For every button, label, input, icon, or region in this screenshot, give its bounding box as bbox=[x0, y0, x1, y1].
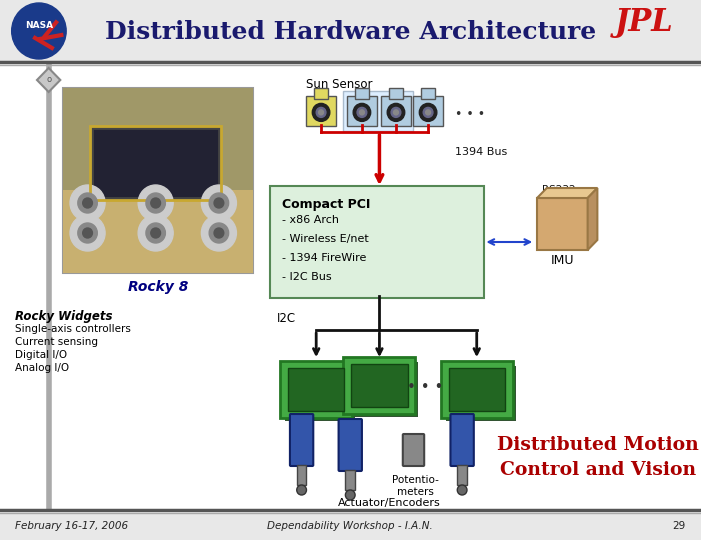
Text: JPL: JPL bbox=[615, 6, 673, 37]
Circle shape bbox=[297, 485, 307, 495]
FancyBboxPatch shape bbox=[63, 190, 253, 273]
FancyBboxPatch shape bbox=[92, 128, 219, 198]
FancyBboxPatch shape bbox=[420, 87, 436, 98]
FancyBboxPatch shape bbox=[297, 465, 307, 485]
FancyBboxPatch shape bbox=[348, 362, 418, 417]
Text: Digital I/O: Digital I/O bbox=[14, 350, 67, 360]
Circle shape bbox=[457, 485, 467, 495]
FancyBboxPatch shape bbox=[402, 434, 424, 466]
FancyBboxPatch shape bbox=[343, 91, 413, 131]
Text: Rocky 8: Rocky 8 bbox=[128, 280, 189, 294]
FancyBboxPatch shape bbox=[285, 366, 355, 421]
FancyBboxPatch shape bbox=[537, 198, 588, 250]
Polygon shape bbox=[37, 68, 60, 92]
FancyBboxPatch shape bbox=[441, 361, 513, 418]
FancyBboxPatch shape bbox=[0, 514, 701, 540]
Text: Potentio-
meters: Potentio- meters bbox=[392, 475, 439, 497]
Text: Analog I/O: Analog I/O bbox=[14, 363, 68, 373]
FancyBboxPatch shape bbox=[288, 368, 344, 411]
Circle shape bbox=[387, 103, 405, 122]
FancyBboxPatch shape bbox=[280, 361, 352, 418]
Text: IMU: IMU bbox=[551, 253, 574, 267]
FancyBboxPatch shape bbox=[457, 465, 467, 485]
Text: RS232: RS232 bbox=[542, 185, 575, 195]
Text: Compact PCI: Compact PCI bbox=[282, 198, 371, 211]
Circle shape bbox=[78, 193, 97, 213]
FancyBboxPatch shape bbox=[382, 96, 410, 126]
Text: - x86 Arch: - x86 Arch bbox=[282, 215, 339, 225]
Text: 1394 Bus: 1394 Bus bbox=[455, 147, 508, 157]
Circle shape bbox=[146, 223, 166, 243]
Text: Control and Vision: Control and Vision bbox=[500, 461, 696, 479]
Text: NASA: NASA bbox=[25, 21, 53, 30]
Circle shape bbox=[70, 215, 105, 251]
Text: Dependability Workshop - I.A.N.: Dependability Workshop - I.A.N. bbox=[267, 521, 433, 531]
FancyBboxPatch shape bbox=[290, 414, 313, 466]
Circle shape bbox=[357, 107, 366, 117]
Circle shape bbox=[210, 193, 229, 213]
FancyBboxPatch shape bbox=[271, 186, 484, 298]
Text: February 16-17, 2006: February 16-17, 2006 bbox=[14, 521, 127, 531]
FancyBboxPatch shape bbox=[449, 368, 505, 411]
Circle shape bbox=[83, 198, 92, 208]
Circle shape bbox=[214, 228, 224, 238]
Text: • • •: • • • bbox=[455, 109, 485, 122]
Text: Single-axis controllers: Single-axis controllers bbox=[14, 324, 130, 334]
Circle shape bbox=[316, 107, 326, 117]
Circle shape bbox=[426, 110, 431, 115]
Circle shape bbox=[70, 185, 105, 221]
FancyBboxPatch shape bbox=[355, 87, 369, 98]
Text: Distributed Motion: Distributed Motion bbox=[498, 436, 699, 454]
Text: - Wireless E/net: - Wireless E/net bbox=[282, 234, 369, 244]
FancyBboxPatch shape bbox=[351, 364, 408, 407]
Circle shape bbox=[354, 103, 371, 122]
Circle shape bbox=[359, 110, 364, 115]
Text: o: o bbox=[46, 76, 51, 84]
FancyBboxPatch shape bbox=[346, 470, 355, 490]
Circle shape bbox=[312, 103, 330, 122]
Text: Current sensing: Current sensing bbox=[14, 337, 98, 347]
Text: Rocky Widgets: Rocky Widgets bbox=[14, 310, 112, 323]
Text: Sun Sensor: Sun Sensor bbox=[307, 78, 373, 91]
Circle shape bbox=[319, 110, 323, 115]
FancyBboxPatch shape bbox=[413, 96, 443, 126]
Circle shape bbox=[78, 223, 97, 243]
Text: - 1394 FireWire: - 1394 FireWire bbox=[282, 253, 366, 263]
Circle shape bbox=[83, 228, 92, 238]
FancyBboxPatch shape bbox=[389, 87, 403, 98]
Text: • • •: • • • bbox=[407, 381, 444, 395]
Circle shape bbox=[423, 107, 433, 117]
Circle shape bbox=[138, 185, 174, 221]
Polygon shape bbox=[537, 188, 598, 198]
Polygon shape bbox=[588, 188, 598, 250]
Text: Actuator/Encoders: Actuator/Encoders bbox=[338, 498, 441, 508]
FancyBboxPatch shape bbox=[338, 419, 362, 471]
Circle shape bbox=[202, 185, 236, 221]
FancyBboxPatch shape bbox=[451, 414, 474, 466]
Text: 29: 29 bbox=[672, 521, 686, 531]
FancyBboxPatch shape bbox=[347, 96, 377, 126]
FancyBboxPatch shape bbox=[63, 88, 253, 273]
Circle shape bbox=[214, 198, 224, 208]
Circle shape bbox=[419, 103, 437, 122]
Circle shape bbox=[146, 193, 166, 213]
Circle shape bbox=[138, 215, 174, 251]
Circle shape bbox=[150, 228, 161, 238]
Circle shape bbox=[391, 107, 401, 117]
FancyBboxPatch shape bbox=[446, 366, 516, 421]
Text: Distributed Hardware Architecture: Distributed Hardware Architecture bbox=[104, 20, 596, 44]
Text: I2C: I2C bbox=[277, 312, 297, 325]
Circle shape bbox=[210, 223, 229, 243]
FancyBboxPatch shape bbox=[314, 87, 328, 98]
Circle shape bbox=[150, 198, 161, 208]
Circle shape bbox=[12, 3, 66, 59]
Text: - I2C Bus: - I2C Bus bbox=[282, 272, 332, 282]
FancyBboxPatch shape bbox=[63, 88, 253, 190]
FancyBboxPatch shape bbox=[0, 0, 701, 62]
FancyBboxPatch shape bbox=[307, 96, 336, 126]
Circle shape bbox=[394, 110, 398, 115]
Circle shape bbox=[202, 215, 236, 251]
FancyBboxPatch shape bbox=[343, 357, 415, 414]
Circle shape bbox=[346, 490, 355, 500]
